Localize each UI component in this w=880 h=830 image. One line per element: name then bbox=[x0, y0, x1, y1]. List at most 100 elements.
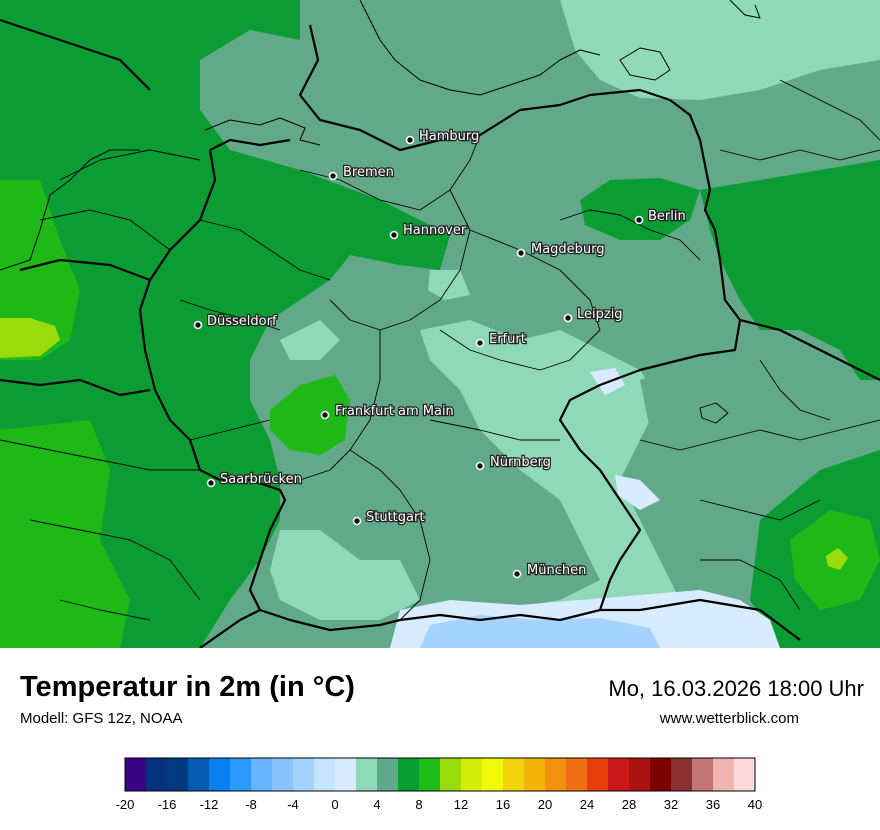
legend-swatch bbox=[692, 758, 714, 791]
model-info: Modell: GFS 12z, NOAA bbox=[20, 710, 183, 727]
city-dot bbox=[193, 320, 203, 330]
legend-swatch bbox=[587, 758, 609, 791]
legend-tick-label: -8 bbox=[245, 797, 257, 812]
temp-zone-alps-colder bbox=[420, 615, 660, 648]
city-leipzig: Leipzig bbox=[563, 306, 624, 323]
legend-swatch bbox=[419, 758, 441, 791]
temp-zone-west-warm bbox=[0, 0, 450, 648]
legend-swatches bbox=[125, 758, 756, 791]
map-title: Temperatur in 2m (in °C) bbox=[20, 671, 355, 703]
legend-frame bbox=[124, 757, 756, 792]
city-duesseldorf: Düsseldorf bbox=[193, 313, 278, 330]
city-label: Bremen bbox=[343, 165, 394, 180]
color-legend: -20 -16 -12 -8 -4 0 4 8 12 16 20 24 28 32 36 40 bbox=[116, 757, 763, 812]
city-label: Leipzig bbox=[577, 307, 623, 322]
temp-zone-se-yellow bbox=[826, 548, 848, 570]
city-label: Stuttgart bbox=[366, 510, 424, 525]
city-markers: Hamburg Bremen Hannover Berlin Magdeburg… bbox=[193, 128, 687, 579]
legend-tick-label: -20 bbox=[116, 797, 135, 812]
city-erfurt: Erfurt bbox=[475, 331, 527, 348]
city-label: Hamburg bbox=[419, 129, 479, 144]
legend-swatch bbox=[293, 758, 315, 791]
legend-tick-label: 20 bbox=[538, 797, 552, 812]
legend-swatch bbox=[125, 758, 147, 791]
legend-swatch bbox=[650, 758, 672, 791]
legend-ticks: -20 -16 -12 -8 -4 0 4 8 12 16 20 24 28 32 36 40 bbox=[116, 797, 763, 812]
temp-zone-frankfurt-warm bbox=[270, 375, 350, 455]
temp-zone-sw-light bbox=[0, 420, 130, 648]
legend-tick-label: -12 bbox=[200, 797, 219, 812]
temp-zone-nw-light bbox=[0, 180, 80, 360]
city-label: München bbox=[527, 563, 586, 578]
temp-zone-hessen-cool bbox=[428, 270, 470, 300]
legend-tick-label: 28 bbox=[622, 797, 636, 812]
forecast-datetime: Mo, 16.03.2026 18:00 Uhr bbox=[608, 676, 864, 701]
city-dot bbox=[328, 171, 338, 181]
city-dot bbox=[405, 135, 415, 145]
legend-swatch bbox=[209, 758, 231, 791]
city-hannover: Hannover bbox=[389, 222, 468, 240]
city-dot bbox=[389, 230, 399, 240]
legend-swatch bbox=[608, 758, 630, 791]
legend-swatch bbox=[251, 758, 273, 791]
city-saarbruecken: Saarbrücken bbox=[206, 471, 303, 488]
city-hamburg: Hamburg bbox=[405, 128, 481, 145]
legend-swatch bbox=[167, 758, 189, 791]
city-label: Berlin bbox=[648, 209, 686, 224]
legend-tick-label: 16 bbox=[496, 797, 510, 812]
legend-swatch bbox=[440, 758, 462, 791]
city-nuernberg: Nürnberg bbox=[475, 454, 552, 471]
legend-swatch bbox=[566, 758, 588, 791]
legend-tick-label: 12 bbox=[454, 797, 468, 812]
legend-swatch bbox=[356, 758, 378, 791]
legend-swatch bbox=[503, 758, 525, 791]
temperature-map: Hamburg Bremen Hannover Berlin Magdeburg… bbox=[0, 0, 880, 648]
state-borders bbox=[0, 79, 880, 621]
legend-swatch bbox=[377, 758, 399, 791]
city-dot bbox=[563, 313, 573, 323]
temp-zone-bw-cool bbox=[270, 530, 420, 620]
legend-tick-label: 36 bbox=[706, 797, 720, 812]
city-label: Hannover bbox=[403, 223, 467, 238]
city-stuttgart: Stuttgart bbox=[352, 509, 426, 526]
temp-zone-east-cold bbox=[615, 475, 660, 510]
temp-zone-czech-mid bbox=[640, 360, 800, 470]
legend-tick-label: 0 bbox=[331, 797, 338, 812]
legend-tick-label: -16 bbox=[158, 797, 177, 812]
city-dot bbox=[206, 478, 216, 488]
temp-zone-central-cool-2 bbox=[280, 320, 340, 360]
coastlines bbox=[0, 0, 761, 271]
legend-tick-label: 40 bbox=[748, 797, 762, 812]
legend-swatch bbox=[230, 758, 252, 791]
legend-swatch bbox=[272, 758, 294, 791]
city-muenchen: München bbox=[512, 562, 588, 579]
city-dot bbox=[320, 410, 330, 420]
legend-swatch bbox=[146, 758, 168, 791]
legend-swatch bbox=[524, 758, 546, 791]
city-label: Saarbrücken bbox=[220, 472, 302, 487]
city-dot bbox=[512, 569, 522, 579]
temp-zone-east-warm bbox=[700, 160, 880, 380]
city-dot bbox=[634, 215, 644, 225]
city-dot bbox=[352, 516, 362, 526]
city-label: Nürnberg bbox=[490, 455, 551, 470]
temp-zone-berlin-warm bbox=[580, 178, 700, 240]
legend-swatch bbox=[545, 758, 567, 791]
legend-swatch bbox=[734, 758, 756, 791]
legend-tick-label: -4 bbox=[287, 797, 299, 812]
legend-swatch bbox=[188, 758, 210, 791]
city-magdeburg: Magdeburg bbox=[516, 241, 606, 258]
legend-swatch bbox=[314, 758, 336, 791]
temp-zone-central-cool bbox=[420, 320, 700, 648]
legend-swatch bbox=[713, 758, 735, 791]
website-link[interactable]: www.wetterblick.com bbox=[659, 710, 799, 727]
legend-tick-label: 8 bbox=[415, 797, 422, 812]
city-label: Magdeburg bbox=[531, 242, 605, 257]
city-frankfurt: Frankfurt am Main bbox=[320, 403, 455, 420]
city-label: Düsseldorf bbox=[207, 314, 277, 329]
legend-swatch bbox=[398, 758, 420, 791]
legend-swatch bbox=[629, 758, 651, 791]
city-dot bbox=[516, 248, 526, 258]
city-bremen: Bremen bbox=[328, 164, 395, 181]
city-label: Frankfurt am Main bbox=[335, 404, 454, 419]
